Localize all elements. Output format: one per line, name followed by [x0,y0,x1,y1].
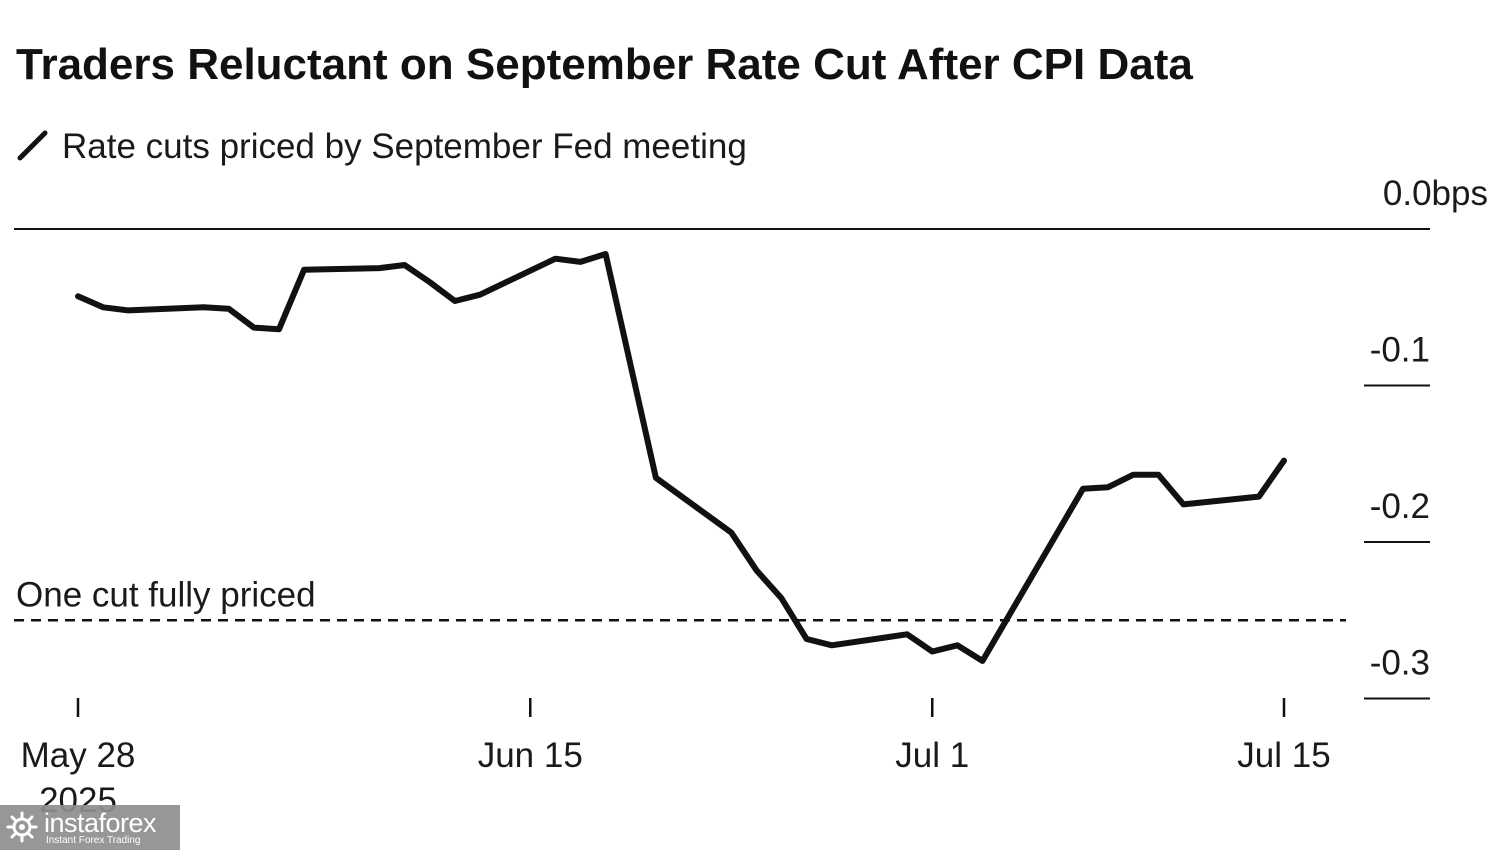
instaforex-logo-icon [6,811,38,843]
x-tick-label: Jul 15 [1237,736,1330,775]
x-tick-label: Jun 15 [478,736,583,775]
series-line [75,251,1287,664]
plot-area: 0.0bps -0.1 -0.2 -0.3 One cut fully priced Ma… [14,174,1488,820]
watermark-name: instaforex [44,808,157,838]
watermark-tagline: Instant Forex Trading [46,835,141,846]
reference-line-label: One cut fully priced [16,575,316,614]
chart-title: Traders Reluctant on September Rate Cut … [16,40,1193,89]
x-tick-label: May 28 [21,736,136,775]
legend: Rate cuts priced by September Fed meetin… [17,127,747,166]
x-tick-label: Jul 1 [895,736,969,775]
legend-swatch-icon [17,130,48,161]
y-tick-label: 0.0bps [1383,174,1488,213]
legend-label: Rate cuts priced by September Fed meetin… [62,127,747,166]
y-tick-label: -0.2 [1370,487,1430,526]
watermark-logo: instaforex Instant Forex Trading [0,805,180,850]
y-tick-label: -0.3 [1370,644,1430,683]
y-tick-label: -0.1 [1370,331,1430,370]
